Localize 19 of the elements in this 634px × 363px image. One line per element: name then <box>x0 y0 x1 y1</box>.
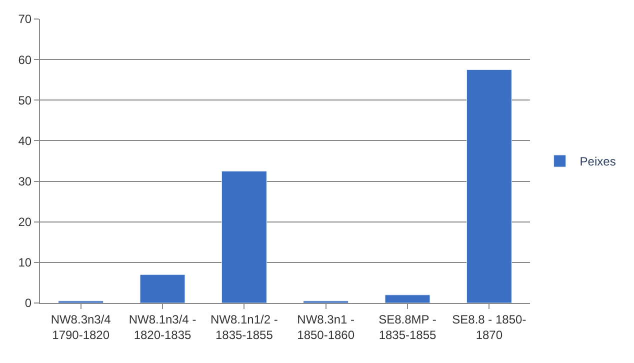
y-tick-label: 30 <box>18 174 32 188</box>
x-tick-label: NW8.1n3/4 - 1820-1835 <box>128 312 196 342</box>
x-tick-label: NW8.3n1 - 1850-1860 <box>297 312 355 342</box>
y-tick-label: 50 <box>18 93 32 108</box>
bar <box>466 69 512 303</box>
y-tick-label: 70 <box>18 12 32 26</box>
legend-label: Peixes <box>580 154 616 169</box>
bar <box>384 294 430 303</box>
y-tick-label: 20 <box>18 215 32 230</box>
x-tick-label: SE8.8 - 1850- 1870 <box>452 312 526 342</box>
bar <box>221 170 267 303</box>
y-tick-label: 40 <box>18 134 32 148</box>
x-tick-label: SE8.8MP - 1835-1855 <box>378 312 437 342</box>
y-tick-label: 0 <box>24 296 32 310</box>
y-tick-label: 60 <box>18 52 32 67</box>
x-tick-label: NW8.3n3/4 1790-1820 <box>50 312 112 342</box>
x-tick-label: NW8.1n1/2 - 1835-1855 <box>210 312 278 342</box>
y-tick-label: 10 <box>18 256 32 270</box>
bar <box>140 274 186 303</box>
